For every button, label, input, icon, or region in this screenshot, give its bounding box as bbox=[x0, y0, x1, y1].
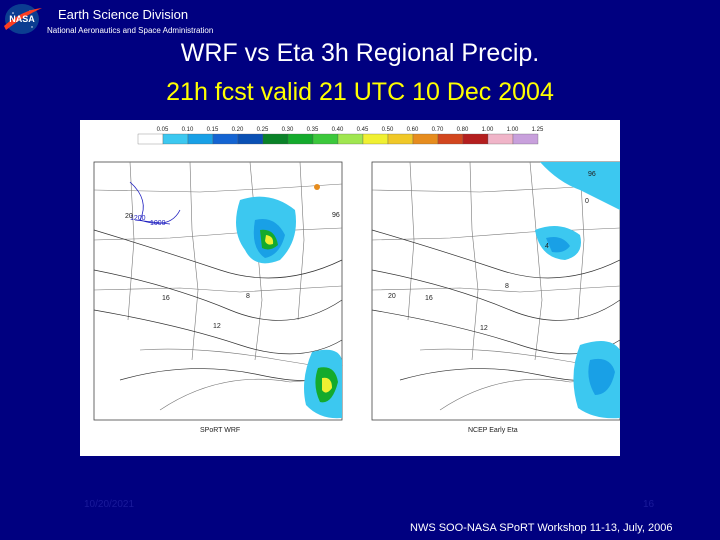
colorbar-swatch bbox=[362, 133, 389, 145]
contour-label: 1200 bbox=[130, 215, 146, 222]
division-name: Earth Science Division bbox=[58, 7, 189, 22]
colorbar-swatch bbox=[187, 133, 214, 145]
colorbar-label: 0.05 bbox=[157, 127, 169, 133]
colorbar-swatch bbox=[487, 133, 514, 145]
slide-subtitle: 21h fcst valid 21 UTC 10 Dec 2004 bbox=[166, 78, 554, 106]
contour-label: 4 bbox=[545, 243, 549, 250]
footer-credit: NWS SOO-NASA SPoRT Workshop 11-13, July,… bbox=[410, 522, 673, 534]
colorbar-label: 1.25 bbox=[532, 127, 544, 133]
contour-label: 96 bbox=[588, 171, 596, 178]
colorbar-swatch bbox=[512, 133, 539, 145]
contour-label: 16 bbox=[162, 295, 170, 302]
colorbar-swatch bbox=[412, 133, 439, 145]
colorbar-label: 0.20 bbox=[232, 127, 244, 133]
precip-comparison-image: 0.05 0.10 0.15 0.20 0.25 0.30 0.35 0.40 0.45 0.50… bbox=[93, 127, 621, 434]
colorbar-swatch bbox=[337, 133, 364, 145]
wrf-panel-label: SPoRT WRF bbox=[200, 427, 240, 434]
wrf-panel: 1200 1000 20 16 12 8 96 SPoRT WRF bbox=[93, 161, 343, 434]
colorbar-swatch bbox=[312, 133, 339, 145]
colorbar-swatch bbox=[237, 133, 264, 145]
colorbar-label: 0.80 bbox=[457, 127, 469, 133]
footer-date: 10/20/2021 bbox=[84, 499, 135, 510]
contour-label: 8 bbox=[246, 293, 250, 300]
contour-label: 8 bbox=[505, 283, 509, 290]
contour-label: 20 bbox=[125, 213, 133, 220]
colorbar-label: 1.00 bbox=[482, 127, 494, 133]
colorbar-swatch bbox=[387, 133, 414, 145]
contour-label: 20 bbox=[388, 293, 396, 300]
contour-label: 0 bbox=[585, 198, 589, 205]
colorbar-label: 0.60 bbox=[407, 127, 419, 133]
slide-number: 16 bbox=[643, 499, 655, 510]
colorbar-swatch bbox=[262, 133, 289, 145]
contour-label: 12 bbox=[480, 325, 488, 332]
contour-label: 1000 bbox=[150, 220, 166, 227]
colorbar-label: 0.70 bbox=[432, 127, 444, 133]
contour-label: 96 bbox=[332, 212, 340, 219]
colorbar-label: 0.45 bbox=[357, 127, 369, 133]
nasa-logo-text: NASA bbox=[9, 14, 35, 24]
precip-figure: 0.05 0.10 0.15 0.20 0.25 0.30 0.35 0.40 0.45 0.50… bbox=[80, 120, 621, 456]
slide-title: WRF vs Eta 3h Regional Precip. bbox=[180, 39, 540, 67]
colorbar-swatch bbox=[462, 133, 489, 145]
colorbar-swatch bbox=[137, 133, 164, 145]
colorbar-label: 0.40 bbox=[332, 127, 344, 133]
colorbar-label: 0.25 bbox=[257, 127, 269, 133]
colorbar-swatch bbox=[287, 133, 314, 145]
agency-name: National Aeronautics and Space Administr… bbox=[47, 26, 214, 35]
colorbar-label: 0.30 bbox=[282, 127, 294, 133]
colorbar-label: 0.50 bbox=[382, 127, 394, 133]
colorbar: 0.05 0.10 0.15 0.20 0.25 0.30 0.35 0.40 0.45 0.50… bbox=[137, 127, 544, 145]
contour-label: 12 bbox=[213, 323, 221, 330]
colorbar-swatch bbox=[437, 133, 464, 145]
colorbar-label: 1.00 bbox=[507, 127, 519, 133]
eta-panel-label: NCEP Early Eta bbox=[468, 427, 518, 434]
colorbar-label: 0.35 bbox=[307, 127, 319, 133]
colorbar-label: 0.10 bbox=[182, 127, 194, 133]
colorbar-swatch bbox=[212, 133, 239, 145]
eta-panel: 20 16 12 8 4 0 96 NCEP Early Eta bbox=[371, 161, 621, 434]
nasa-logo: NASA bbox=[4, 4, 42, 34]
colorbar-label: 0.15 bbox=[207, 127, 219, 133]
contour-label: 16 bbox=[425, 295, 433, 302]
colorbar-swatch bbox=[162, 133, 189, 145]
